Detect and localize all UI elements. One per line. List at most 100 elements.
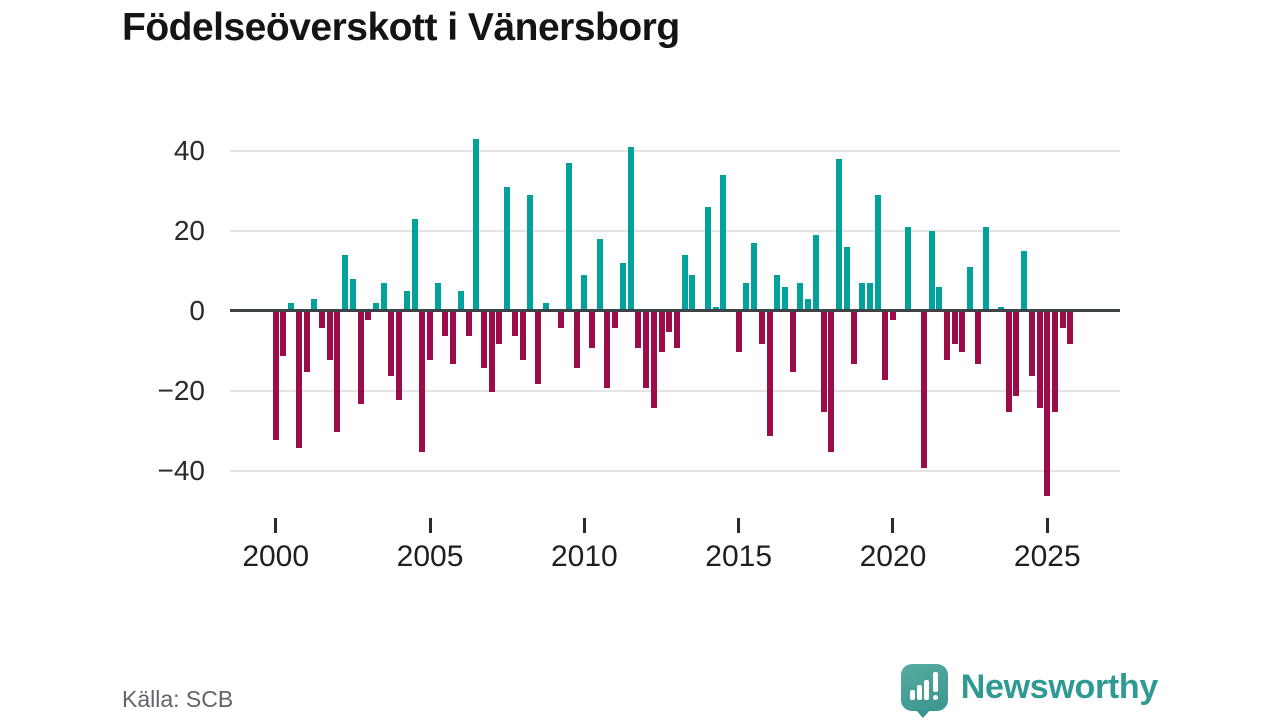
- bar-negative: [303, 312, 310, 372]
- bar-negative: [280, 312, 287, 356]
- bar-positive: [982, 226, 989, 311]
- bar-positive: [774, 274, 781, 311]
- bar-negative: [828, 312, 835, 452]
- bar-negative: [365, 312, 372, 320]
- bar-positive: [781, 286, 788, 311]
- bar-positive: [473, 138, 480, 311]
- bar-negative: [1052, 312, 1059, 412]
- bar-negative: [735, 312, 742, 352]
- gridline: [230, 149, 1120, 152]
- bar-negative: [1013, 312, 1020, 396]
- x-axis-tick-label: 2010: [550, 540, 618, 573]
- bar-negative: [272, 312, 279, 440]
- bar-positive: [434, 282, 441, 311]
- bar-positive: [288, 302, 295, 311]
- bar-positive: [998, 306, 1004, 311]
- bar-negative: [388, 312, 395, 376]
- bar-negative: [889, 312, 896, 320]
- source-caption: Källa: SCB: [122, 686, 234, 712]
- x-axis-tick-label: 2025: [1013, 540, 1081, 573]
- bar-negative: [427, 312, 434, 360]
- bar-negative: [511, 312, 518, 336]
- bar-positive: [411, 218, 418, 311]
- x-axis-tick-label: 2015: [705, 540, 773, 573]
- newsworthy-logo: Newsworthy: [900, 664, 1159, 718]
- bar-positive: [704, 206, 711, 311]
- bar-positive: [627, 146, 634, 311]
- newsworthy-logo-icon: [900, 664, 948, 718]
- bar-positive: [859, 282, 866, 311]
- bar-positive: [936, 286, 943, 311]
- speech-bubble-tail: [914, 709, 931, 718]
- x-axis-tick-label: 2020: [859, 540, 927, 573]
- bar-negative: [882, 312, 889, 380]
- bar-positive: [349, 278, 356, 311]
- bar-negative: [612, 312, 619, 328]
- bar-positive: [928, 230, 935, 311]
- bar-negative: [604, 312, 611, 388]
- bar-negative: [673, 312, 680, 348]
- x-axis-tick-mark: [1045, 518, 1049, 533]
- bar-negative: [650, 312, 657, 408]
- bar-negative: [920, 312, 927, 468]
- bar-negative: [465, 312, 472, 336]
- bar-negative: [519, 312, 526, 360]
- y-axis-tick-label: 0: [189, 294, 205, 326]
- x-axis-tick-mark: [737, 518, 741, 533]
- bar-positive: [689, 274, 696, 311]
- bar-negative: [573, 312, 580, 368]
- newsworthy-wordmark: Newsworthy: [960, 668, 1159, 706]
- x-axis-tick-mark: [428, 518, 432, 533]
- bar-negative: [488, 312, 495, 392]
- bar-negative: [658, 312, 665, 352]
- bar-negative: [442, 312, 449, 336]
- bar-negative: [535, 312, 542, 384]
- bar-positive: [743, 282, 750, 311]
- bar-positive: [581, 274, 588, 311]
- bar-positive: [380, 282, 387, 311]
- x-axis-tick-mark: [891, 518, 895, 533]
- bar-negative: [974, 312, 981, 364]
- bar-positive: [751, 242, 758, 311]
- logo-minibar-icon: [923, 680, 929, 700]
- bar-negative: [334, 312, 341, 432]
- logo-minibar-icon: [909, 690, 915, 700]
- bar-positive: [565, 162, 572, 311]
- bar-positive: [373, 302, 379, 311]
- bar-positive: [619, 262, 626, 311]
- gridline: [230, 229, 1120, 232]
- logo-exclamation-icon: [932, 695, 938, 700]
- bar-positive: [457, 290, 464, 311]
- bar-negative: [1036, 312, 1043, 408]
- bar-negative: [450, 312, 457, 364]
- y-axis-tick-label: −20: [157, 374, 206, 406]
- bar-negative: [1044, 312, 1051, 496]
- bar-negative: [589, 312, 596, 348]
- bar-positive: [812, 234, 819, 311]
- bar-positive: [866, 282, 873, 311]
- bar-negative: [419, 312, 426, 452]
- bar-negative: [643, 312, 650, 388]
- bar-positive: [905, 226, 912, 311]
- bar-negative: [481, 312, 488, 368]
- bar-negative: [357, 312, 364, 404]
- x-axis-tick-mark: [274, 518, 278, 533]
- bar-negative: [326, 312, 333, 360]
- bar-negative: [943, 312, 950, 360]
- x-axis-tick-mark: [582, 518, 586, 533]
- bar-negative: [951, 312, 958, 344]
- x-axis-tick-label: 2000: [242, 540, 310, 573]
- bar-positive: [1021, 250, 1028, 311]
- bar-positive: [342, 254, 349, 311]
- gridline: [230, 389, 1120, 392]
- bar-negative: [820, 312, 827, 412]
- x-axis-tick-label: 2005: [396, 540, 464, 573]
- bar-negative: [396, 312, 403, 400]
- bar-positive: [311, 298, 318, 311]
- bar-negative: [851, 312, 858, 364]
- bar-negative: [1067, 312, 1074, 344]
- gridline: [230, 469, 1120, 472]
- bar-negative: [496, 312, 503, 344]
